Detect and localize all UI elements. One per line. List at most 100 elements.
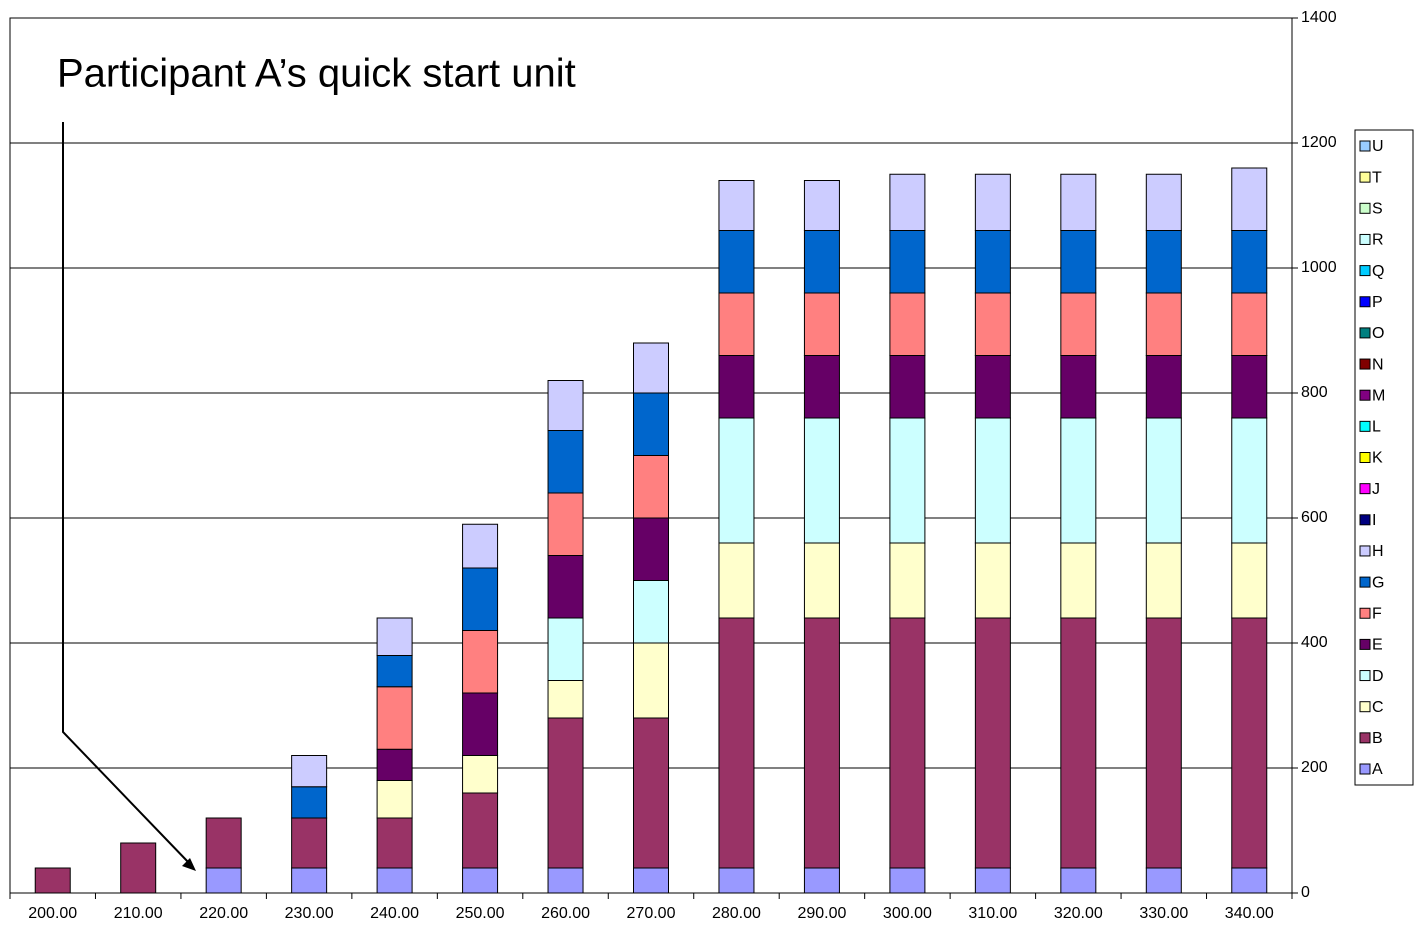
- bar-segment: [803, 417, 840, 544]
- x-tick-label: 300.00: [883, 905, 932, 922]
- arrow-head: [182, 858, 196, 871]
- y-tick-label: 200: [1301, 759, 1328, 776]
- bar-segment: [1060, 417, 1097, 544]
- bar-segment: [547, 430, 584, 494]
- annotation-arrow: [62, 122, 191, 865]
- bar-segment: [974, 542, 1011, 619]
- bar-segment: [547, 555, 584, 619]
- x-tick-label: 270.00: [627, 905, 676, 922]
- bar-segment: [1231, 542, 1268, 619]
- bar-segment: [1231, 167, 1268, 231]
- legend-label: K: [1372, 450, 1383, 467]
- bar-segment: [547, 492, 584, 556]
- legend-label: H: [1372, 543, 1384, 560]
- bar-segment: [803, 542, 840, 619]
- y-tick-label: 600: [1301, 509, 1328, 526]
- bar-segment: [462, 792, 499, 869]
- x-tick-label: 240.00: [370, 905, 419, 922]
- legend-label: D: [1372, 668, 1384, 685]
- bar-segment: [718, 417, 755, 544]
- bar-segment: [547, 380, 584, 431]
- bar-segment: [633, 517, 669, 581]
- legend-swatch: [1359, 265, 1371, 277]
- legend-swatch: [1359, 327, 1371, 339]
- x-tick-label: 280.00: [712, 905, 761, 922]
- bar-segment: [205, 817, 242, 869]
- legend-swatch: [1359, 638, 1371, 650]
- legend-swatch: [1359, 483, 1371, 495]
- bar-segment: [1231, 417, 1268, 544]
- bar-segment: [376, 748, 413, 781]
- annotation: Participant A’s quick start unit: [57, 52, 576, 96]
- bar-segment: [633, 342, 669, 394]
- legend-swatch: [1359, 358, 1371, 370]
- legend-swatch: [1359, 732, 1371, 744]
- legend-label: N: [1372, 356, 1384, 373]
- x-tick-label: 290.00: [797, 905, 846, 922]
- bar-segment: [974, 173, 1011, 231]
- x-tick-label: 250.00: [456, 905, 505, 922]
- bar-segment: [889, 173, 926, 231]
- bar-segment: [376, 817, 413, 869]
- legend-label: F: [1372, 605, 1382, 622]
- y-tick-label: 1000: [1301, 259, 1337, 276]
- bar-segment: [291, 786, 328, 819]
- bar-segment: [1145, 230, 1182, 294]
- bar-segment: [120, 842, 157, 894]
- legend-label: B: [1372, 730, 1383, 747]
- bar-segment: [974, 292, 1011, 356]
- legend-label: I: [1372, 512, 1376, 529]
- bar-segment: [547, 867, 584, 894]
- bar-segment: [462, 692, 499, 756]
- bar-segment: [889, 617, 926, 869]
- legend-swatch: [1359, 607, 1371, 619]
- bar-segment: [974, 355, 1011, 419]
- bar-segment: [1231, 292, 1268, 356]
- bar-segment: [718, 355, 755, 419]
- x-tick-label: 210.00: [114, 905, 163, 922]
- x-tick-label: 200.00: [28, 905, 77, 922]
- legend-label: S: [1372, 201, 1383, 218]
- bar-segment: [376, 686, 413, 750]
- y-tick-label: 1200: [1301, 134, 1337, 151]
- bar-segment: [376, 867, 413, 894]
- bar-segment: [1060, 542, 1097, 619]
- bar-segment: [376, 780, 413, 819]
- bar-segment: [718, 292, 755, 356]
- legend-swatch: [1359, 420, 1371, 432]
- legend-label: J: [1372, 481, 1380, 498]
- legend-swatch: [1359, 296, 1371, 308]
- bar-segment: [547, 617, 584, 681]
- bar-segment: [803, 292, 840, 356]
- y-tick-label: 400: [1301, 634, 1328, 651]
- bar-segment: [462, 523, 499, 569]
- bar-segment: [1231, 617, 1268, 869]
- bar-segment: [1060, 355, 1097, 419]
- x-tick-label: 340.00: [1225, 905, 1274, 922]
- legend-label: R: [1372, 232, 1384, 249]
- legend-swatch: [1359, 545, 1371, 557]
- legend-swatch: [1359, 452, 1371, 463]
- bar-segment: [1145, 417, 1182, 544]
- bar-segment: [291, 755, 328, 788]
- bar-segment: [1060, 867, 1097, 894]
- legend-label: L: [1372, 419, 1381, 436]
- legend-label: C: [1372, 699, 1384, 716]
- bar-segment: [462, 755, 499, 794]
- bar-segment: [803, 867, 840, 894]
- bar-segment: [462, 567, 499, 631]
- bar-segment: [291, 867, 328, 894]
- bar-segment: [889, 417, 926, 544]
- bar-segment: [974, 417, 1011, 544]
- bar-segment: [547, 680, 584, 719]
- legend-swatch: [1359, 763, 1371, 775]
- bar-segment: [1145, 173, 1182, 231]
- bar-segment: [1145, 867, 1182, 894]
- bar-segment: [889, 542, 926, 619]
- legend-swatch: [1359, 670, 1371, 682]
- bar-segment: [889, 292, 926, 356]
- legend-label: Q: [1372, 263, 1384, 280]
- legend-label: E: [1372, 637, 1383, 654]
- bar-segment: [889, 355, 926, 419]
- y-tick-label: 0: [1301, 884, 1310, 901]
